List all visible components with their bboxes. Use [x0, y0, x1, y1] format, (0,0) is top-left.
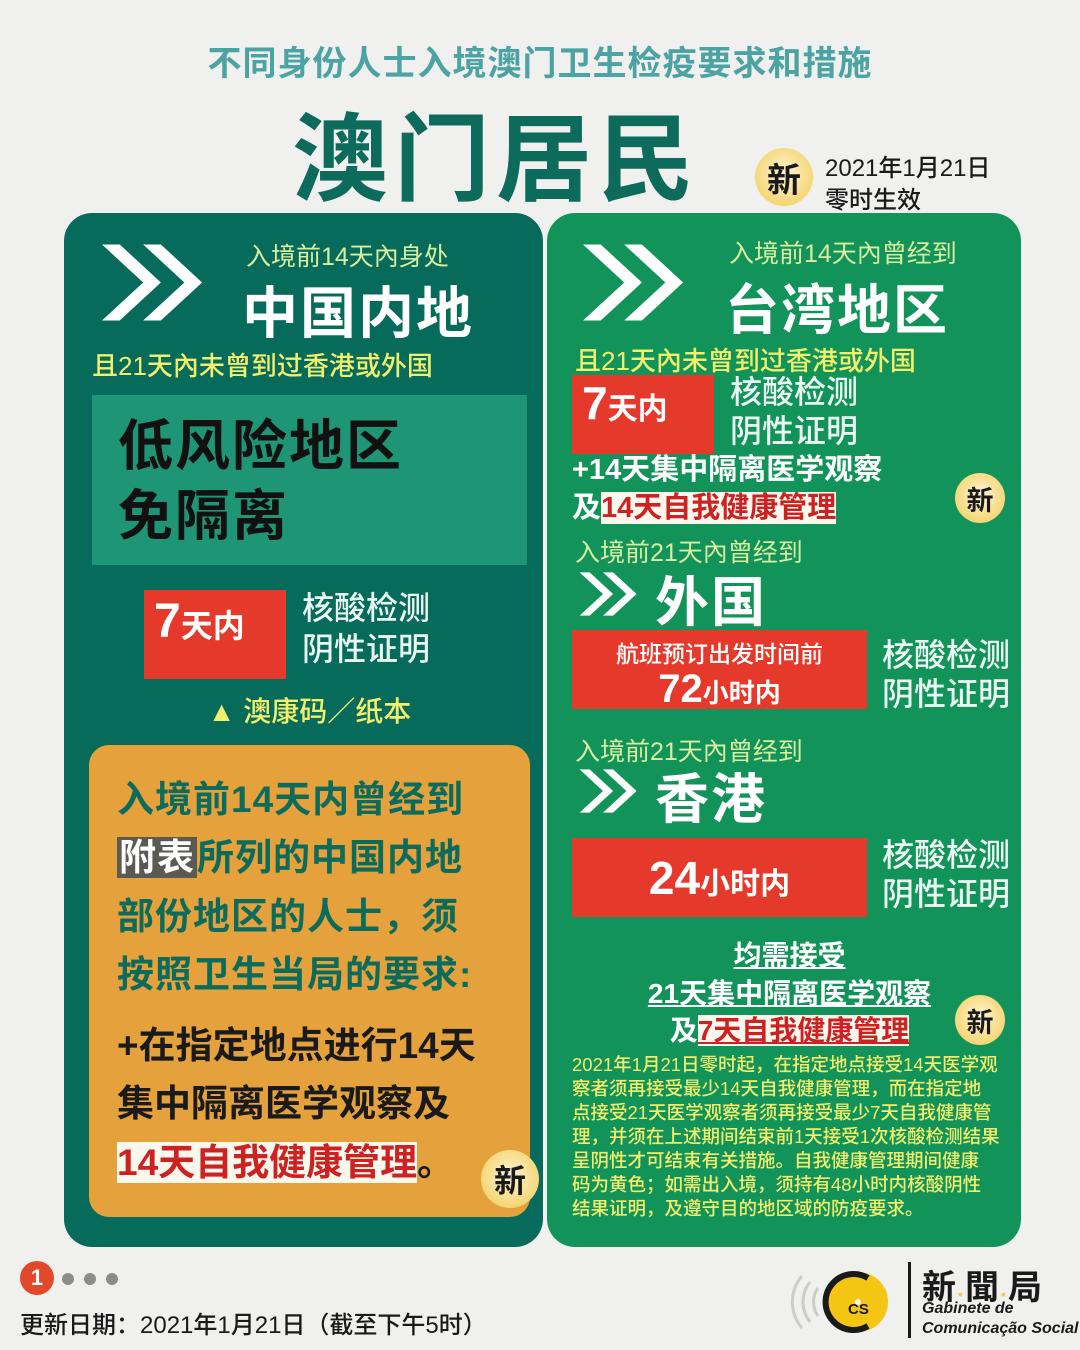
- svg-text:CS: CS: [848, 1301, 869, 1318]
